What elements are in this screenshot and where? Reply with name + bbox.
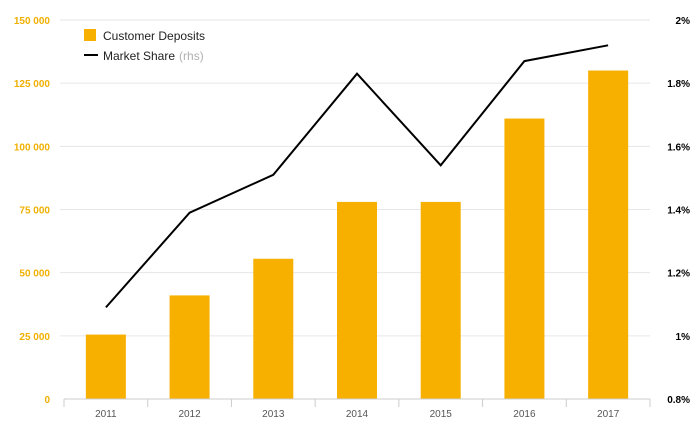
legend-swatch-customer-deposits (84, 29, 96, 41)
right-axis-tick-label: 1% (676, 332, 691, 343)
right-axis-tick-label: 1.2% (667, 269, 690, 280)
right-axis-tick-label: 1.6% (667, 142, 690, 153)
left-axis-tick-label: 150 000 (14, 16, 51, 27)
left-axis-ticks: 0 25 000 50 000 75 000 100 000 125 000 150 000 (14, 16, 51, 406)
x-axis-tick-label: 2011 (95, 409, 117, 420)
x-axis-tick-label: 2013 (262, 409, 285, 420)
bar-customer-deposits (337, 201, 377, 399)
right-axis-tick-label: 1.8% (667, 79, 690, 90)
bar-customer-deposits (253, 258, 294, 399)
x-axis-tick-label: 2012 (178, 409, 201, 420)
bar-customer-deposits (85, 334, 126, 399)
left-axis-tick-label: 100 000 (14, 142, 51, 153)
legend-label-customer-deposits: Customer Deposits (103, 29, 205, 43)
legend-label-market-share-suffix: (rhs) (179, 49, 204, 63)
x-axis-tick-label: 2016 (513, 409, 536, 420)
bar-customer-deposits (169, 295, 210, 399)
bar-customer-deposits (588, 70, 629, 400)
x-axis (63, 398, 651, 407)
right-axis-tick-label: 0.8% (667, 395, 690, 406)
bar-customer-deposits (420, 201, 461, 399)
legend-label-market-share: Market Share (rhs) (103, 49, 204, 63)
right-axis-tick-label: 1.4% (667, 206, 690, 217)
market-share-line (105, 44, 609, 309)
left-axis-tick-label: 75 000 (19, 206, 50, 217)
left-axis-tick-label: 50 000 (19, 269, 50, 280)
legend-label-market-share-text: Market Share (103, 49, 175, 63)
x-axis-tick-label: 2015 (430, 409, 453, 420)
bar-customer-deposits (504, 118, 545, 399)
legend: Customer Deposits Market Share (rhs) (84, 29, 205, 63)
left-axis-tick-label: 125 000 (14, 79, 51, 90)
left-axis-tick-label: 25 000 (19, 332, 50, 343)
left-axis-tick-label: 0 (44, 395, 50, 406)
right-axis-ticks: 0.8% 1% 1.2% 1.4% 1.6% 1.8% 2% (667, 16, 690, 406)
x-axis-tick-label: 2014 (346, 409, 369, 420)
market-share-line-layer (105, 44, 609, 309)
bars (85, 70, 629, 400)
x-axis-tick-label: 2017 (597, 409, 620, 420)
x-axis-ticks: 2011 2012 2013 2014 2015 2016 2017 (95, 409, 620, 420)
right-axis-tick-label: 2% (676, 16, 691, 27)
